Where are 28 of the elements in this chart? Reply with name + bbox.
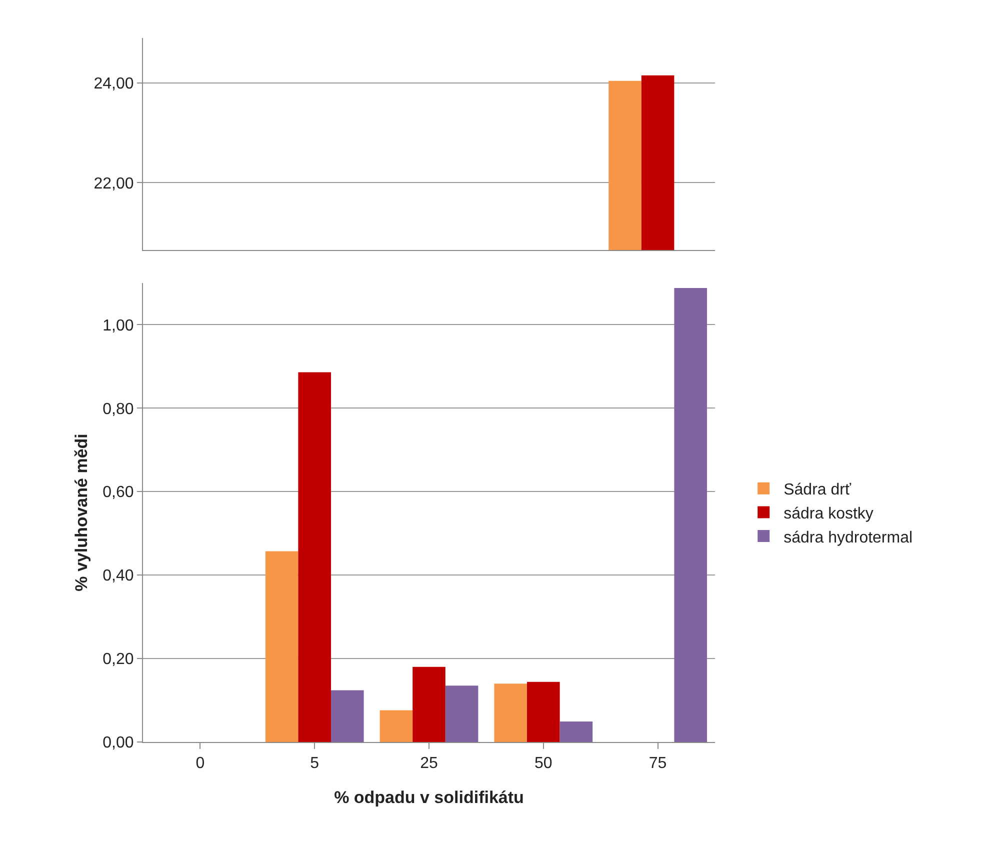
bar <box>445 686 478 742</box>
bar <box>331 690 364 742</box>
bar <box>265 551 298 742</box>
bar <box>380 710 413 742</box>
legend-label: sádra hydrotermal <box>784 529 913 546</box>
y-tick-label: 0,40 <box>102 568 134 585</box>
legend-label: Sádra drť <box>784 482 852 499</box>
y-tick-label: 0,00 <box>102 734 134 752</box>
x-tick-label: 75 <box>648 755 667 772</box>
y-tick-label: 0,60 <box>102 484 134 502</box>
y-tick-label: 0,80 <box>102 400 134 418</box>
x-tick-label: 25 <box>420 755 438 772</box>
y-tick-label: 1,00 <box>102 317 134 334</box>
bar <box>527 682 560 742</box>
y-tick-label: 22,00 <box>94 175 134 192</box>
y-axis-title: % vyluhované mědi <box>72 434 92 592</box>
bar <box>560 722 593 742</box>
bar <box>674 288 707 742</box>
bar <box>298 372 331 742</box>
x-tick-label: 5 <box>310 755 320 772</box>
bar <box>412 666 446 742</box>
y-tick-label: 0,20 <box>102 651 134 668</box>
x-tick-label: 50 <box>534 755 552 772</box>
x-tick-label: 0 <box>196 755 205 772</box>
legend-label: sádra kostky <box>784 505 874 522</box>
y-tick-label: 24,00 <box>94 75 134 92</box>
bar <box>494 684 527 742</box>
x-axis-title: % odpadu v solidifikátu <box>334 788 524 807</box>
